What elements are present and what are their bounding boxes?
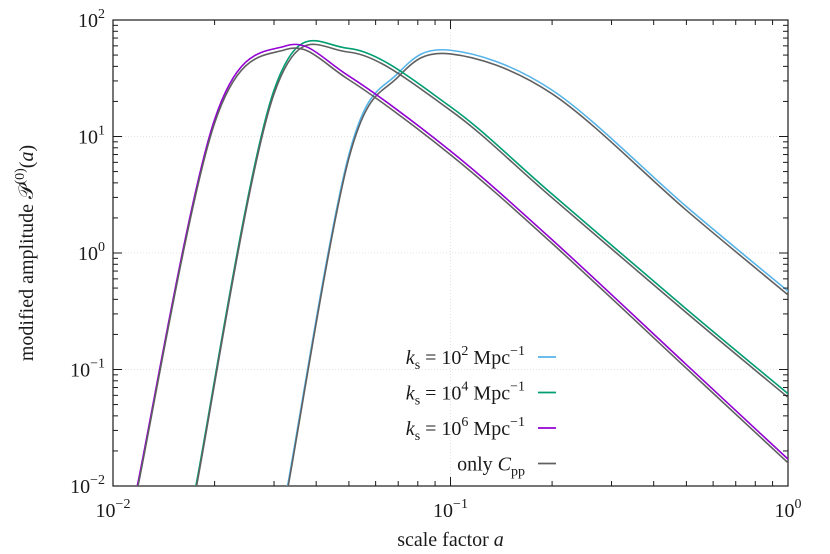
y-tick-label: 100 (78, 240, 105, 265)
axis-labels: 10−2 10−1 100 10−2 10−1 100 101 102 scale factor… (13, 7, 802, 551)
x-tick-label: 10−2 (96, 497, 131, 522)
legend-label: ks = 104 Mpc−1 (406, 380, 525, 409)
legend: ks = 102 Mpc−1 ks = 104 Mpc−1 ks = 106 Mpc… (406, 344, 556, 480)
series-line-1-cpp-only (287, 52, 788, 486)
series-line-1 (286, 48, 788, 486)
series-line-3-cpp-only (137, 47, 788, 486)
series-line-3 (136, 43, 788, 486)
y-tick-label: 10−1 (70, 357, 105, 382)
y-tick-label: 101 (78, 124, 105, 149)
legend-label: ks = 102 Mpc−1 (406, 344, 525, 373)
y-tick-label: 102 (78, 7, 105, 32)
y-axis-label: modified amplitude 𝒫(0)(a) (13, 145, 38, 361)
y-tick-label: 10−2 (70, 473, 105, 498)
series-layer (136, 39, 788, 486)
x-tick-label: 100 (775, 497, 802, 522)
ticks (112, 19, 789, 487)
x-axis-label: scale factor a (397, 529, 504, 551)
legend-label: ks = 106 Mpc−1 (406, 415, 525, 444)
x-tick-label: 10−1 (433, 497, 468, 522)
grid (112, 19, 789, 487)
series-group (136, 39, 788, 486)
legend-label: only Cpp (457, 454, 525, 480)
series-line-2-cpp-only (195, 43, 788, 486)
